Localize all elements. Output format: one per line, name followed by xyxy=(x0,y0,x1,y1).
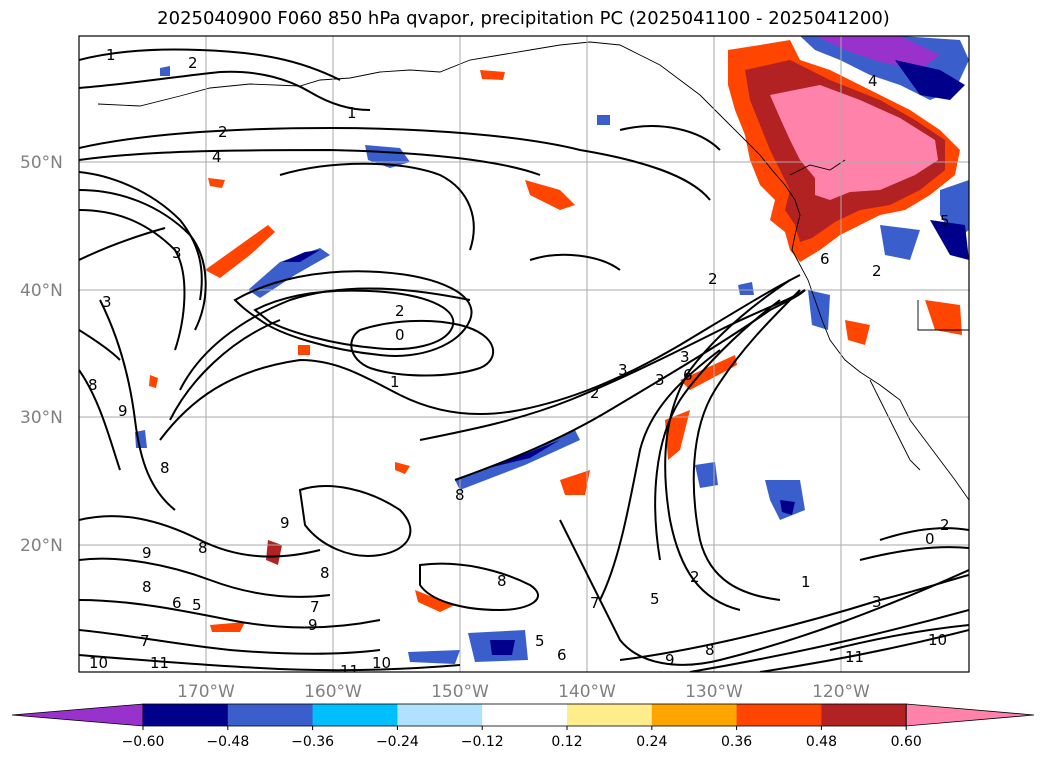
svg-text:0: 0 xyxy=(395,326,405,344)
svg-text:3: 3 xyxy=(872,593,882,611)
svg-text:8: 8 xyxy=(88,376,98,394)
lat-label: 40°N xyxy=(20,281,63,301)
svg-text:1: 1 xyxy=(390,373,400,391)
colorbar-tick-label: −0.24 xyxy=(376,734,419,750)
colorbar-tick-label: 0.36 xyxy=(721,734,752,750)
lon-label: 170°W xyxy=(177,682,235,702)
lon-label: 130°W xyxy=(685,682,743,702)
svg-text:2: 2 xyxy=(690,568,700,586)
svg-text:9: 9 xyxy=(142,544,152,562)
svg-text:2: 2 xyxy=(218,123,228,141)
svg-text:6: 6 xyxy=(172,594,182,612)
svg-text:3: 3 xyxy=(655,371,665,389)
svg-text:4: 4 xyxy=(868,72,878,90)
svg-text:1: 1 xyxy=(347,104,357,122)
svg-text:9: 9 xyxy=(280,514,290,532)
lon-label: 120°W xyxy=(812,682,870,702)
svg-text:2: 2 xyxy=(395,302,405,320)
svg-text:8: 8 xyxy=(320,564,330,582)
colorbar-swatch xyxy=(651,704,738,726)
colorbar-swatch xyxy=(227,704,314,726)
svg-text:9: 9 xyxy=(118,402,128,420)
svg-text:0: 0 xyxy=(925,530,935,548)
svg-text:11: 11 xyxy=(150,654,169,672)
svg-text:3: 3 xyxy=(172,244,182,262)
latitude-labels: 50°N 40°N 30°N 20°N xyxy=(20,153,63,556)
colorbar-swatch xyxy=(482,704,568,726)
lon-label: 150°W xyxy=(431,682,489,702)
colorbar-tick-label: −0.60 xyxy=(122,734,165,750)
colorbar-extend-max xyxy=(905,703,1035,727)
svg-text:5: 5 xyxy=(940,212,950,230)
colorbar-frame xyxy=(142,703,907,727)
svg-text:10: 10 xyxy=(928,631,947,649)
colorbar-swatch xyxy=(567,704,653,726)
svg-text:10: 10 xyxy=(89,654,108,672)
svg-text:3: 3 xyxy=(618,361,628,379)
svg-text:7: 7 xyxy=(310,598,320,616)
contour-labels: 1 2 2 4 1 3 3 2 0 1 2 3 3 2 3 6 8 9 8 9 … xyxy=(88,46,950,680)
colorbar-tick-label: −0.12 xyxy=(461,734,504,750)
longitude-labels: 170°W 160°W 150°W 140°W 130°W 120°W xyxy=(177,682,870,702)
colorbar-tick-label: 0.60 xyxy=(891,734,922,750)
svg-text:8: 8 xyxy=(497,572,507,590)
svg-text:1: 1 xyxy=(801,573,811,591)
coastline xyxy=(97,41,969,501)
chart-title: 2025040900 F060 850 hPa qvapor, precipit… xyxy=(157,8,890,29)
svg-text:8: 8 xyxy=(160,459,170,477)
svg-text:3: 3 xyxy=(680,348,690,366)
colorbar-tick-label: 0.24 xyxy=(636,734,667,750)
svg-text:5: 5 xyxy=(650,590,660,608)
svg-text:6: 6 xyxy=(683,366,693,384)
lat-label: 30°N xyxy=(20,408,63,428)
svg-text:11: 11 xyxy=(845,648,864,666)
svg-text:11: 11 xyxy=(340,662,359,680)
svg-text:6: 6 xyxy=(557,646,567,664)
svg-text:10: 10 xyxy=(372,654,391,672)
svg-text:2: 2 xyxy=(590,384,600,402)
colorbar-swatch xyxy=(312,704,398,726)
lat-label: 20°N xyxy=(20,536,63,556)
lon-label: 140°W xyxy=(558,682,616,702)
colorbar-tick-label: −0.36 xyxy=(291,734,334,750)
colorbar-swatch xyxy=(143,704,229,726)
svg-text:5: 5 xyxy=(535,632,545,650)
svg-text:9: 9 xyxy=(308,616,318,634)
svg-text:7: 7 xyxy=(140,632,150,650)
map-content: 1 2 2 4 1 3 3 2 0 1 2 3 3 2 3 6 8 9 8 9 … xyxy=(79,36,969,680)
colorbar-tick-label: −0.48 xyxy=(206,734,249,750)
svg-text:6: 6 xyxy=(820,250,830,268)
svg-text:7: 7 xyxy=(590,594,600,612)
svg-text:5: 5 xyxy=(192,596,202,614)
colorbar-swatch xyxy=(397,704,483,726)
lat-label: 50°N xyxy=(20,153,63,173)
svg-text:1: 1 xyxy=(106,46,116,64)
svg-text:8: 8 xyxy=(142,578,152,596)
svg-text:8: 8 xyxy=(198,539,208,557)
svg-text:3: 3 xyxy=(102,293,112,311)
lon-label: 160°W xyxy=(304,682,362,702)
svg-text:2: 2 xyxy=(940,516,950,534)
svg-text:2: 2 xyxy=(188,54,198,72)
colorbar-extend-min xyxy=(11,703,144,727)
colorbar-tick-label: 0.12 xyxy=(551,734,582,750)
svg-text:8: 8 xyxy=(455,486,465,504)
svg-text:2: 2 xyxy=(708,270,718,288)
colorbar-swatch xyxy=(736,704,822,726)
svg-text:9: 9 xyxy=(665,651,675,669)
colorbar-tick-label: 0.48 xyxy=(806,734,837,750)
colorbar xyxy=(11,703,1035,727)
qvapor-contours xyxy=(79,48,969,672)
precip-fill xyxy=(135,36,969,664)
svg-text:2: 2 xyxy=(872,262,882,280)
svg-text:8: 8 xyxy=(705,641,715,659)
colorbar-ticks: −0.60 −0.48 −0.36 −0.24 −0.12 0.12 0.24 0.36 0.4… xyxy=(122,726,922,750)
svg-text:4: 4 xyxy=(212,148,222,166)
colorbar-swatch xyxy=(821,704,907,726)
map-frame xyxy=(78,35,970,673)
